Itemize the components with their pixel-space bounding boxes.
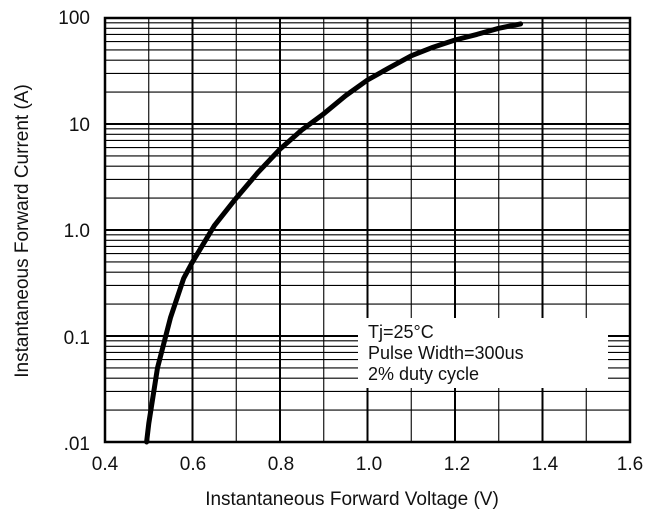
y-tick-label: 0.1: [64, 328, 90, 349]
y-tick-label: 100: [58, 8, 90, 29]
x-tick-label: 1.2: [444, 454, 470, 475]
x-tick-label: 1.4: [532, 454, 559, 475]
annotation-box: [358, 318, 608, 388]
forward-current-curve: [144, 21, 524, 445]
y-tick-label: .01: [64, 434, 90, 455]
y-tick-label: 1.0: [64, 221, 90, 242]
y-axis-title: Instantaneous Forward Current (A): [12, 84, 33, 378]
x-tick-label: 0.6: [180, 454, 206, 475]
curve-layer: [144, 21, 524, 445]
y-tick-labels: 100 10 1.0 0.1 .01: [58, 8, 90, 455]
x-tick-labels: 0.4 0.6 0.8 1.0 1.2 1.4 1.6: [92, 454, 643, 475]
conditions-annotation: Tj=25°C Pulse Width=300us 2% duty cycle: [358, 318, 608, 388]
annotation-line: Pulse Width=300us: [368, 343, 524, 363]
annotation-line: 2% duty cycle: [368, 364, 479, 384]
x-tick-label: 1.6: [617, 454, 643, 475]
plot-border: [103, 16, 632, 444]
annotation-line: Tj=25°C: [368, 322, 434, 342]
x-tick-label: 0.4: [92, 454, 119, 475]
x-tick-label: 0.8: [268, 454, 294, 475]
plot-frame: [103, 16, 632, 444]
y-tick-label: 10: [69, 115, 90, 136]
x-tick-label: 1.0: [356, 454, 382, 475]
x-axis-title: Instantaneous Forward Voltage (V): [205, 489, 499, 510]
